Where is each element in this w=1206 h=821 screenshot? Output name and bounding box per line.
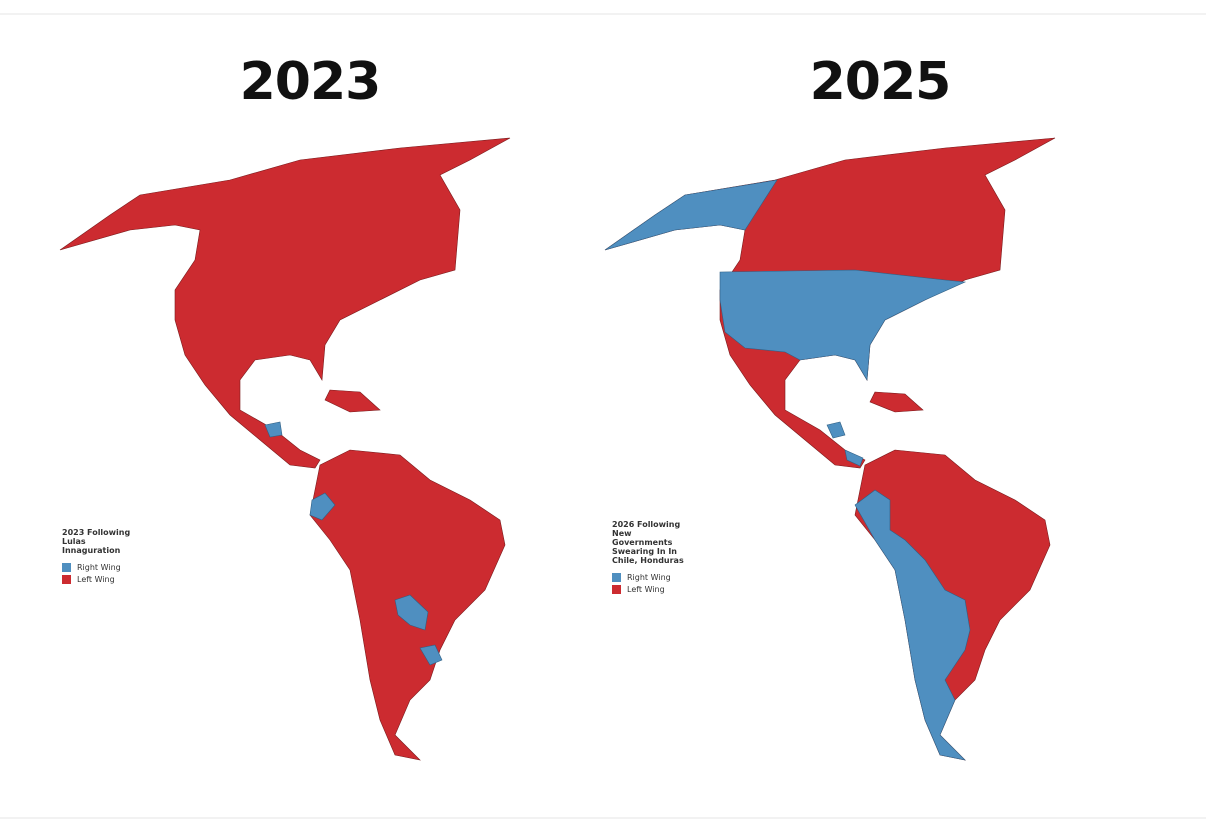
legend-swatch: [62, 562, 71, 572]
legend-label: Right Wing: [77, 562, 121, 572]
paraguay: [394, 594, 429, 631]
panama: [844, 449, 864, 467]
caribbean: [869, 391, 924, 413]
year-title: 2025: [809, 52, 952, 112]
legend-title: 2026 Following New Governments Swearing …: [612, 520, 684, 565]
legend-title: 2023 Following Lulas Innaguration: [62, 528, 131, 555]
legend-swatch: [612, 584, 621, 594]
united-states: [719, 269, 967, 381]
guatemala: [264, 421, 283, 438]
legend-label: Left Wing: [77, 574, 115, 584]
caribbean: [324, 389, 381, 413]
central-america-right: [826, 421, 846, 439]
map-2025: [604, 137, 1056, 761]
legend-label: Right Wing: [627, 572, 671, 582]
uruguay: [419, 644, 443, 666]
legend: 2026 Following New Governments Swearing …: [612, 520, 694, 595]
year-title: 2023: [239, 52, 382, 112]
legend-item: Right Wing: [62, 561, 142, 573]
legend-item: Right Wing: [612, 571, 694, 583]
legend-item: Left Wing: [62, 573, 142, 585]
ecuador: [309, 492, 336, 521]
legend-swatch: [612, 572, 621, 582]
north-america: [59, 137, 511, 469]
legend-swatch: [62, 574, 71, 584]
legend-label: Left Wing: [627, 584, 665, 594]
legend-item: Left Wing: [612, 583, 694, 595]
legend: 2023 Following Lulas Innaguration Right W…: [62, 528, 142, 585]
alaska: [604, 179, 778, 251]
south-america-right: [854, 489, 971, 761]
map-2023: [59, 137, 511, 761]
